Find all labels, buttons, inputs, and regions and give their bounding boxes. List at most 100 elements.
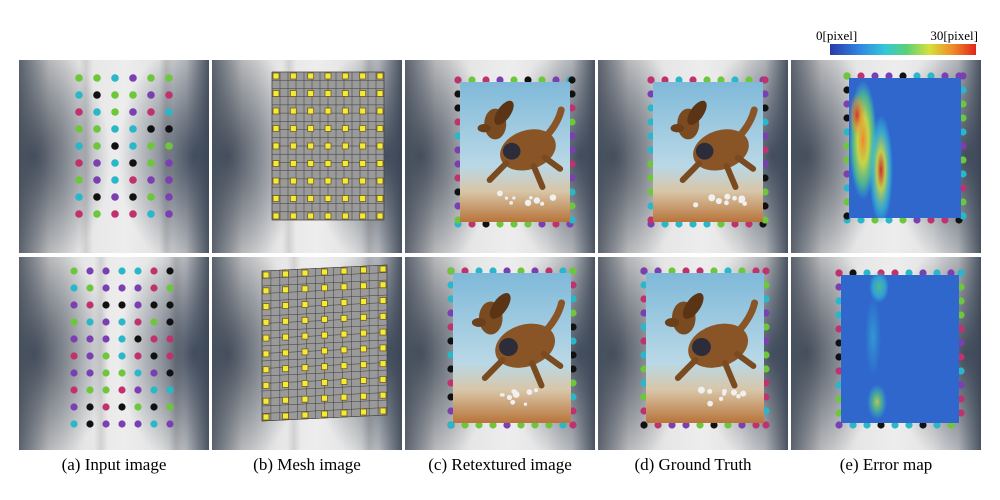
mesh-marker: [379, 360, 387, 368]
mesh-marker: [282, 365, 289, 373]
mesh-marker: [379, 376, 387, 383]
mesh-marker: [376, 90, 384, 97]
mesh-marker: [321, 394, 328, 402]
panel-retextured-image-2: [405, 257, 595, 450]
mesh-marker: [282, 333, 289, 341]
marker-dot: [129, 125, 137, 133]
mesh-marker: [376, 195, 384, 202]
marker-dot: [102, 267, 110, 275]
marker-dot: [129, 176, 137, 184]
marker-dot: [165, 91, 173, 99]
mesh-marker: [341, 142, 349, 150]
mesh-marker: [341, 125, 349, 132]
marker-dot: [129, 159, 137, 167]
mesh-marker: [307, 142, 315, 150]
marker-dot: [134, 386, 142, 394]
colorbar-min-label: 0[pixel]: [816, 28, 858, 43]
panel-mesh-image-2: [212, 257, 402, 450]
marker-dot: [147, 74, 155, 82]
marker-dot: [102, 420, 110, 428]
marker-dot: [134, 267, 142, 275]
heatmap-hotspot: [869, 271, 889, 303]
heatmap-hotspot: [867, 384, 887, 420]
mesh-marker: [289, 177, 297, 185]
marker-dot: [166, 284, 174, 292]
panel-error-map-1: [791, 60, 981, 253]
marker-dot: [102, 369, 110, 377]
marker-dot: [111, 125, 119, 133]
heatmap-base: [841, 275, 959, 423]
marker-dot: [129, 91, 137, 99]
panel-mesh-image-1: [212, 60, 402, 253]
marker-dot: [75, 193, 83, 201]
mesh-marker: [324, 195, 332, 202]
mesh-marker: [262, 271, 270, 279]
marker-dot: [111, 74, 119, 82]
mesh-marker: [321, 347, 328, 355]
mesh-marker: [340, 393, 348, 401]
panel-retextured-image-1: [405, 60, 595, 253]
marker-dot: [129, 210, 137, 218]
marker-dot: [118, 284, 126, 292]
mesh-marker: [289, 160, 297, 167]
error-colorbar: 0[pixel] 30[pixel]: [816, 28, 980, 58]
marker-dot: [111, 193, 119, 201]
mesh-marker: [289, 142, 297, 150]
mesh-marker: [360, 313, 367, 321]
marker-dot: [134, 403, 142, 411]
mesh-marker: [341, 177, 349, 185]
marker-dot: [102, 335, 110, 343]
heatmap-hotspot: [865, 297, 881, 377]
marker-dot: [86, 403, 94, 411]
marker-dot: [86, 386, 94, 394]
marker-dot: [75, 125, 83, 133]
marker-dot: [70, 284, 78, 292]
mesh-marker: [359, 107, 367, 115]
mesh-marker: [321, 379, 328, 386]
marker-dot: [111, 210, 119, 218]
mesh-marker: [360, 377, 367, 384]
mesh-marker: [301, 380, 309, 387]
marker-dot: [166, 267, 174, 275]
marker-dot: [93, 159, 101, 167]
mesh-marker: [359, 72, 367, 80]
mesh-marker: [282, 381, 289, 388]
error-heatmap: [835, 269, 965, 429]
mesh-marker: [262, 303, 270, 310]
marker-dot: [118, 352, 126, 360]
mesh-grid: [271, 71, 385, 221]
mesh-marker: [262, 366, 270, 374]
marker-dot: [70, 318, 78, 326]
marker-dot: [129, 74, 137, 82]
mesh-marker: [272, 195, 280, 202]
marker-dot: [102, 403, 110, 411]
mesh-marker: [282, 317, 289, 325]
mesh-marker: [340, 299, 348, 306]
mesh-marker: [324, 125, 332, 132]
mesh-marker: [307, 160, 315, 167]
mesh-marker: [341, 90, 349, 97]
marker-dot: [150, 267, 158, 275]
ground-truth-dog-image: [640, 267, 770, 429]
mesh-marker: [272, 160, 280, 167]
marker-dot: [150, 369, 158, 377]
mesh-marker: [340, 283, 348, 291]
marker-dot: [129, 108, 137, 116]
marker-dot: [70, 420, 78, 428]
mesh-marker: [301, 395, 309, 403]
mesh-marker: [360, 329, 367, 337]
mesh-marker: [324, 160, 332, 167]
retextured-dog-image: [447, 267, 577, 429]
mesh-marker: [359, 177, 367, 185]
panel-error-map-2: [791, 257, 981, 450]
mesh-marker: [359, 142, 367, 150]
mesh-marker: [360, 282, 367, 290]
marker-dot: [75, 108, 83, 116]
marker-dot: [86, 369, 94, 377]
mesh-marker: [282, 349, 289, 357]
mesh-marker: [379, 297, 387, 304]
marker-dot: [165, 74, 173, 82]
mesh-marker: [360, 266, 367, 274]
marker-dot: [150, 318, 158, 326]
caption-retextured-image: (c) Retextured image: [428, 455, 572, 474]
